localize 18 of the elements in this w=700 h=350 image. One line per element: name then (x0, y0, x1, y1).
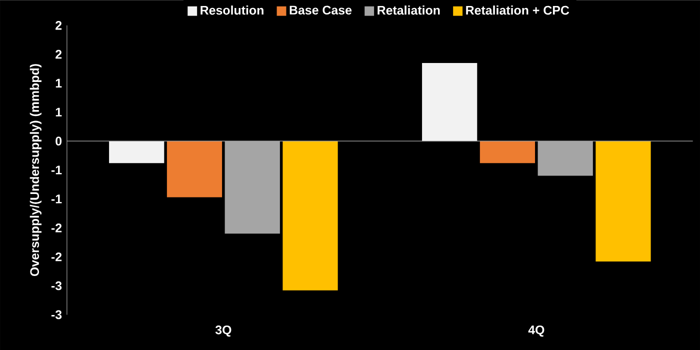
y-tick-label: -3 (51, 281, 62, 290)
legend-label: Retaliation + CPC (466, 5, 570, 15)
y-tick-label: 1 (56, 78, 62, 88)
y-axis-title: Oversupply/(Undersupply) (mmbpd) (30, 64, 42, 276)
x-tick-label: 3Q (215, 325, 232, 337)
legend-label: Retaliation (378, 5, 440, 15)
y-tick-label: 2 (56, 50, 62, 59)
y-tick-label: 0 (56, 136, 62, 146)
y-tick-label: 2 (56, 20, 62, 30)
legend-label: Base Case (290, 6, 352, 14)
y-tick-label: 1 (56, 108, 62, 116)
x-tick-label: 4Q (528, 325, 544, 337)
y-tick-label: -3 (51, 310, 62, 320)
y-tick-label: -2 (51, 223, 62, 232)
y-tick-label: -1 (51, 194, 62, 204)
y-tick-label: -1 (51, 166, 62, 174)
legend-label: Resolution (200, 5, 264, 15)
y-tick-label: -2 (51, 252, 62, 262)
